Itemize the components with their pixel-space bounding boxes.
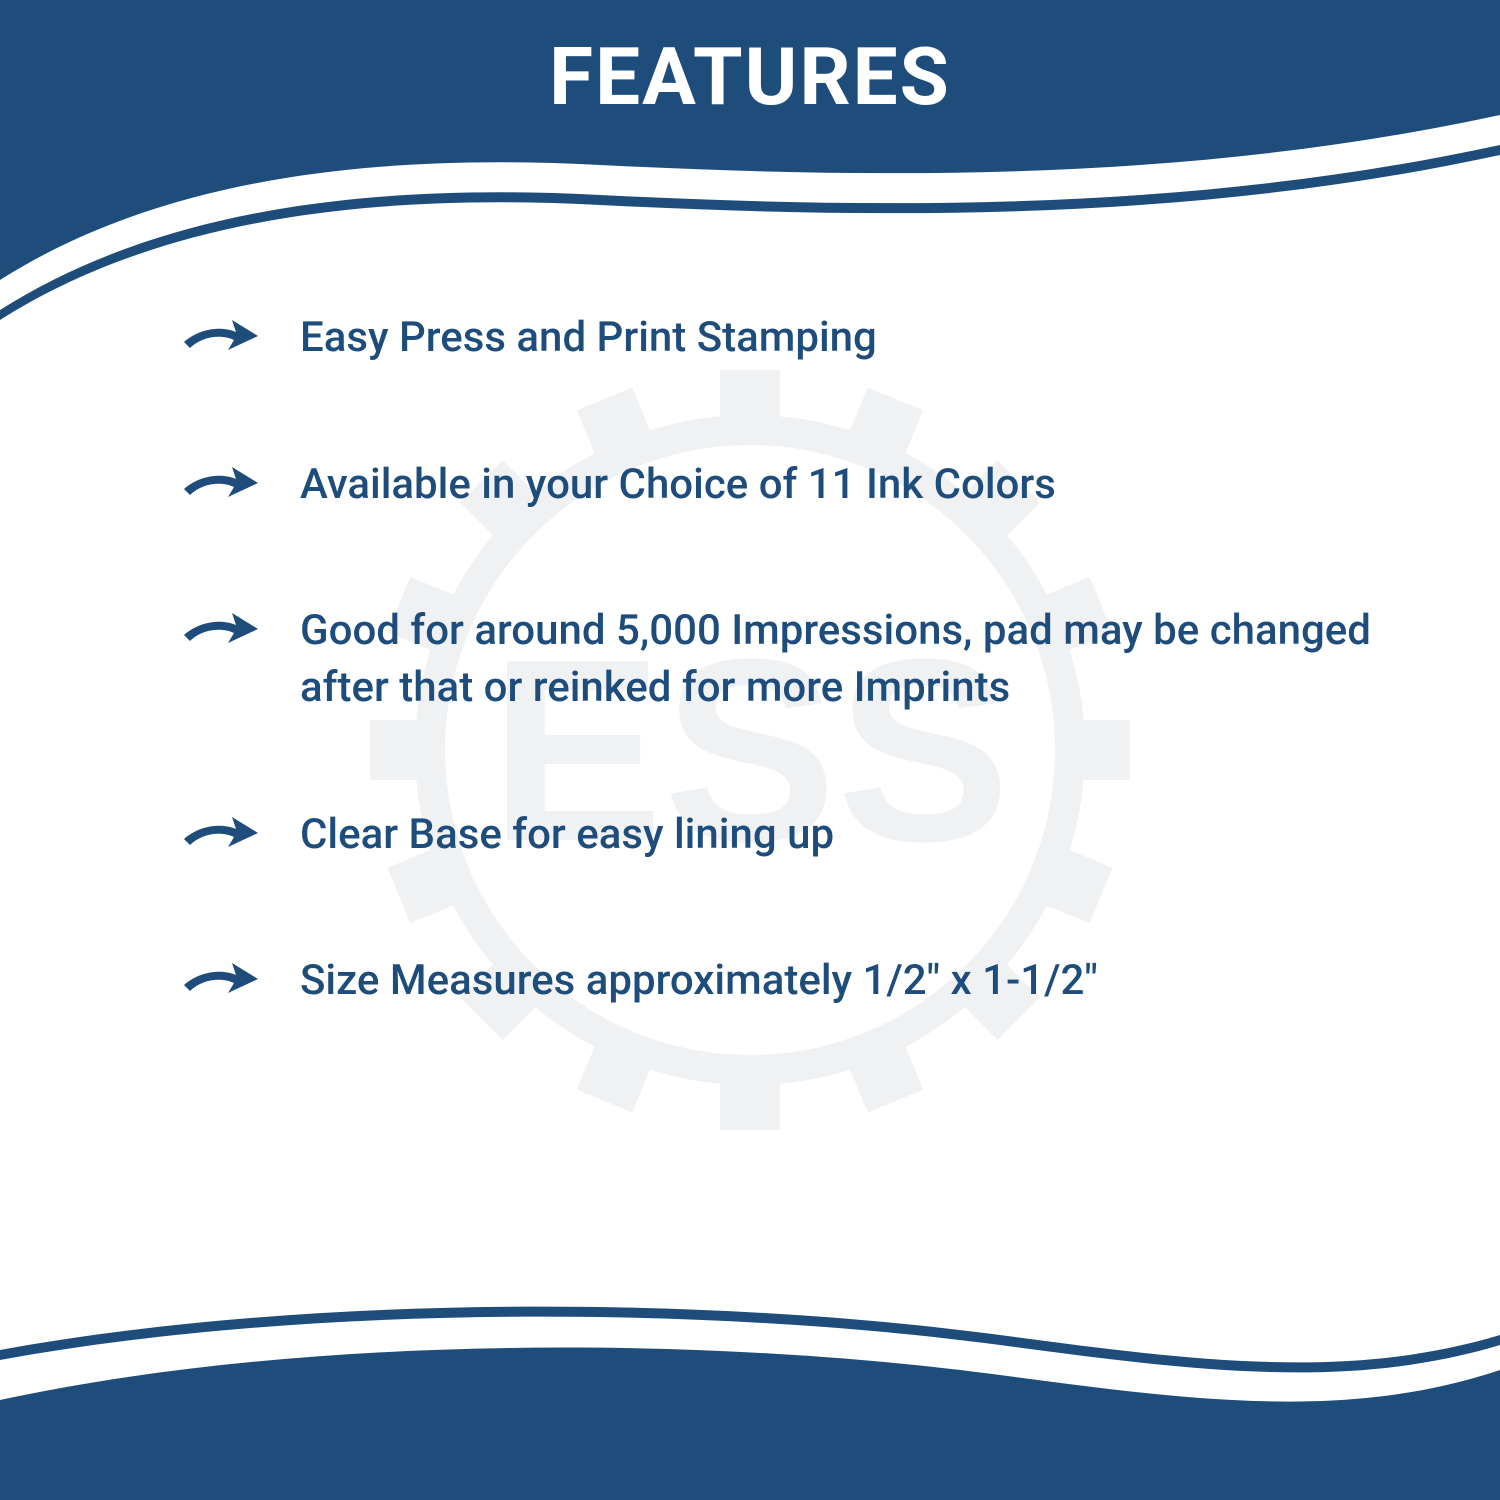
feature-item: Available in your Choice of 11 Ink Color… — [180, 457, 1380, 514]
bottom-wave-decoration — [0, 1240, 1500, 1500]
feature-text: Size Measures approximately 1/2" x 1-1/2… — [300, 953, 1098, 1010]
arrow-icon — [180, 813, 260, 857]
feature-text: Easy Press and Print Stamping — [300, 310, 877, 367]
feature-item: Clear Base for easy lining up — [180, 807, 1380, 864]
feature-text: Clear Base for easy lining up — [300, 807, 834, 864]
feature-text: Available in your Choice of 11 Ink Color… — [300, 457, 1056, 514]
page-title: FEATURES — [0, 30, 1500, 124]
feature-list: Easy Press and Print Stamping Available … — [180, 310, 1380, 1100]
feature-item: Good for around 5,000 Impressions, pad m… — [180, 603, 1380, 716]
feature-item: Size Measures approximately 1/2" x 1-1/2… — [180, 953, 1380, 1010]
arrow-icon — [180, 959, 260, 1003]
arrow-icon — [180, 316, 260, 360]
infographic-container: FEATURES — [0, 0, 1500, 1500]
arrow-icon — [180, 609, 260, 653]
feature-text: Good for around 5,000 Impressions, pad m… — [300, 603, 1380, 716]
arrow-icon — [180, 463, 260, 507]
feature-item: Easy Press and Print Stamping — [180, 310, 1380, 367]
